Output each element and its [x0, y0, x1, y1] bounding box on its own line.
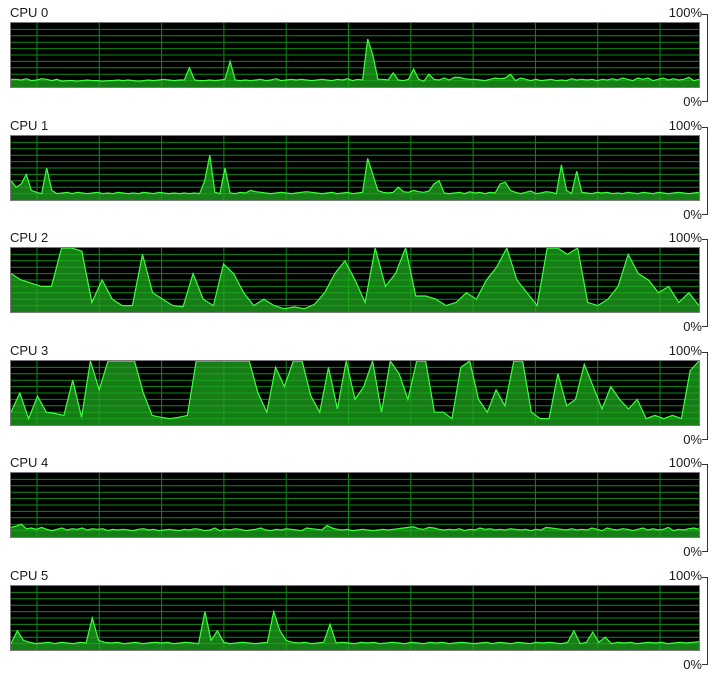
cpu-panel-1: CPU 1 100% 0% — [0, 118, 718, 231]
scale-bracket — [702, 126, 708, 215]
cpu-usage-graph[interactable] — [10, 247, 700, 313]
cpu-usage-graph[interactable] — [10, 584, 700, 651]
scale-max-label: 100% — [668, 567, 702, 583]
cpu-label: CPU 3 — [10, 342, 49, 358]
scale-min-label: 0% — [683, 656, 702, 672]
scale-bracket — [702, 14, 708, 102]
scale-max-label: 100% — [668, 117, 702, 133]
scale-bracket — [702, 464, 708, 552]
scale-max-label: 100% — [668, 230, 702, 245]
scale-bracket — [702, 576, 708, 665]
scale-max-label: 100% — [668, 5, 702, 20]
graph-grid — [11, 585, 699, 650]
usage-area — [11, 154, 699, 200]
cpu-label: CPU 0 — [10, 5, 49, 20]
cpu-usage-graph[interactable] — [10, 134, 700, 201]
scale-bracket — [702, 239, 708, 327]
scale-min-label: 0% — [683, 319, 702, 334]
cpu-label: CPU 4 — [10, 455, 49, 470]
cpu-panel-2: CPU 2 100% 0% — [0, 230, 718, 343]
cpu-usage-chart — [11, 248, 699, 312]
cpu-usage-chart — [11, 360, 699, 425]
cpu-usage-chart — [11, 585, 699, 650]
scale-max-label: 100% — [668, 342, 702, 358]
scale-min-label: 0% — [683, 206, 702, 222]
usage-line — [11, 154, 699, 195]
cpu-usage-chart — [11, 135, 699, 200]
scale-max-label: 100% — [668, 455, 702, 470]
scale-min-label: 0% — [683, 544, 702, 559]
usage-area — [11, 39, 699, 87]
usage-area — [11, 360, 699, 425]
cpu-panel-3: CPU 3 100% 0% — [0, 343, 718, 456]
cpu-label: CPU 1 — [10, 117, 49, 133]
cpu-panel-4: CPU 4 100% 0% — [0, 455, 718, 568]
graph-grid — [11, 473, 699, 537]
cpu-label: CPU 2 — [10, 230, 49, 245]
cpu-panel-0: CPU 0 100% 0% — [0, 5, 718, 118]
graph-grid — [11, 135, 699, 200]
cpu-usage-graph[interactable] — [10, 472, 700, 538]
usage-line — [11, 38, 699, 82]
cpu-usage-graph[interactable] — [10, 22, 700, 88]
cpu-usage-graph[interactable] — [10, 359, 700, 426]
usage-line — [11, 608, 699, 644]
scale-min-label: 0% — [683, 94, 702, 109]
cpu-label: CPU 5 — [10, 567, 49, 583]
scale-min-label: 0% — [683, 431, 702, 447]
usage-line — [11, 360, 699, 420]
scale-bracket — [702, 351, 708, 440]
usage-line — [11, 523, 699, 532]
cpu-usage-chart — [11, 23, 699, 87]
usage-area — [11, 611, 699, 650]
usage-line — [11, 248, 699, 310]
graph-grid — [11, 23, 699, 87]
cpu-usage-chart — [11, 473, 699, 537]
cpu-panel-5: CPU 5 100% 0% — [0, 568, 718, 681]
